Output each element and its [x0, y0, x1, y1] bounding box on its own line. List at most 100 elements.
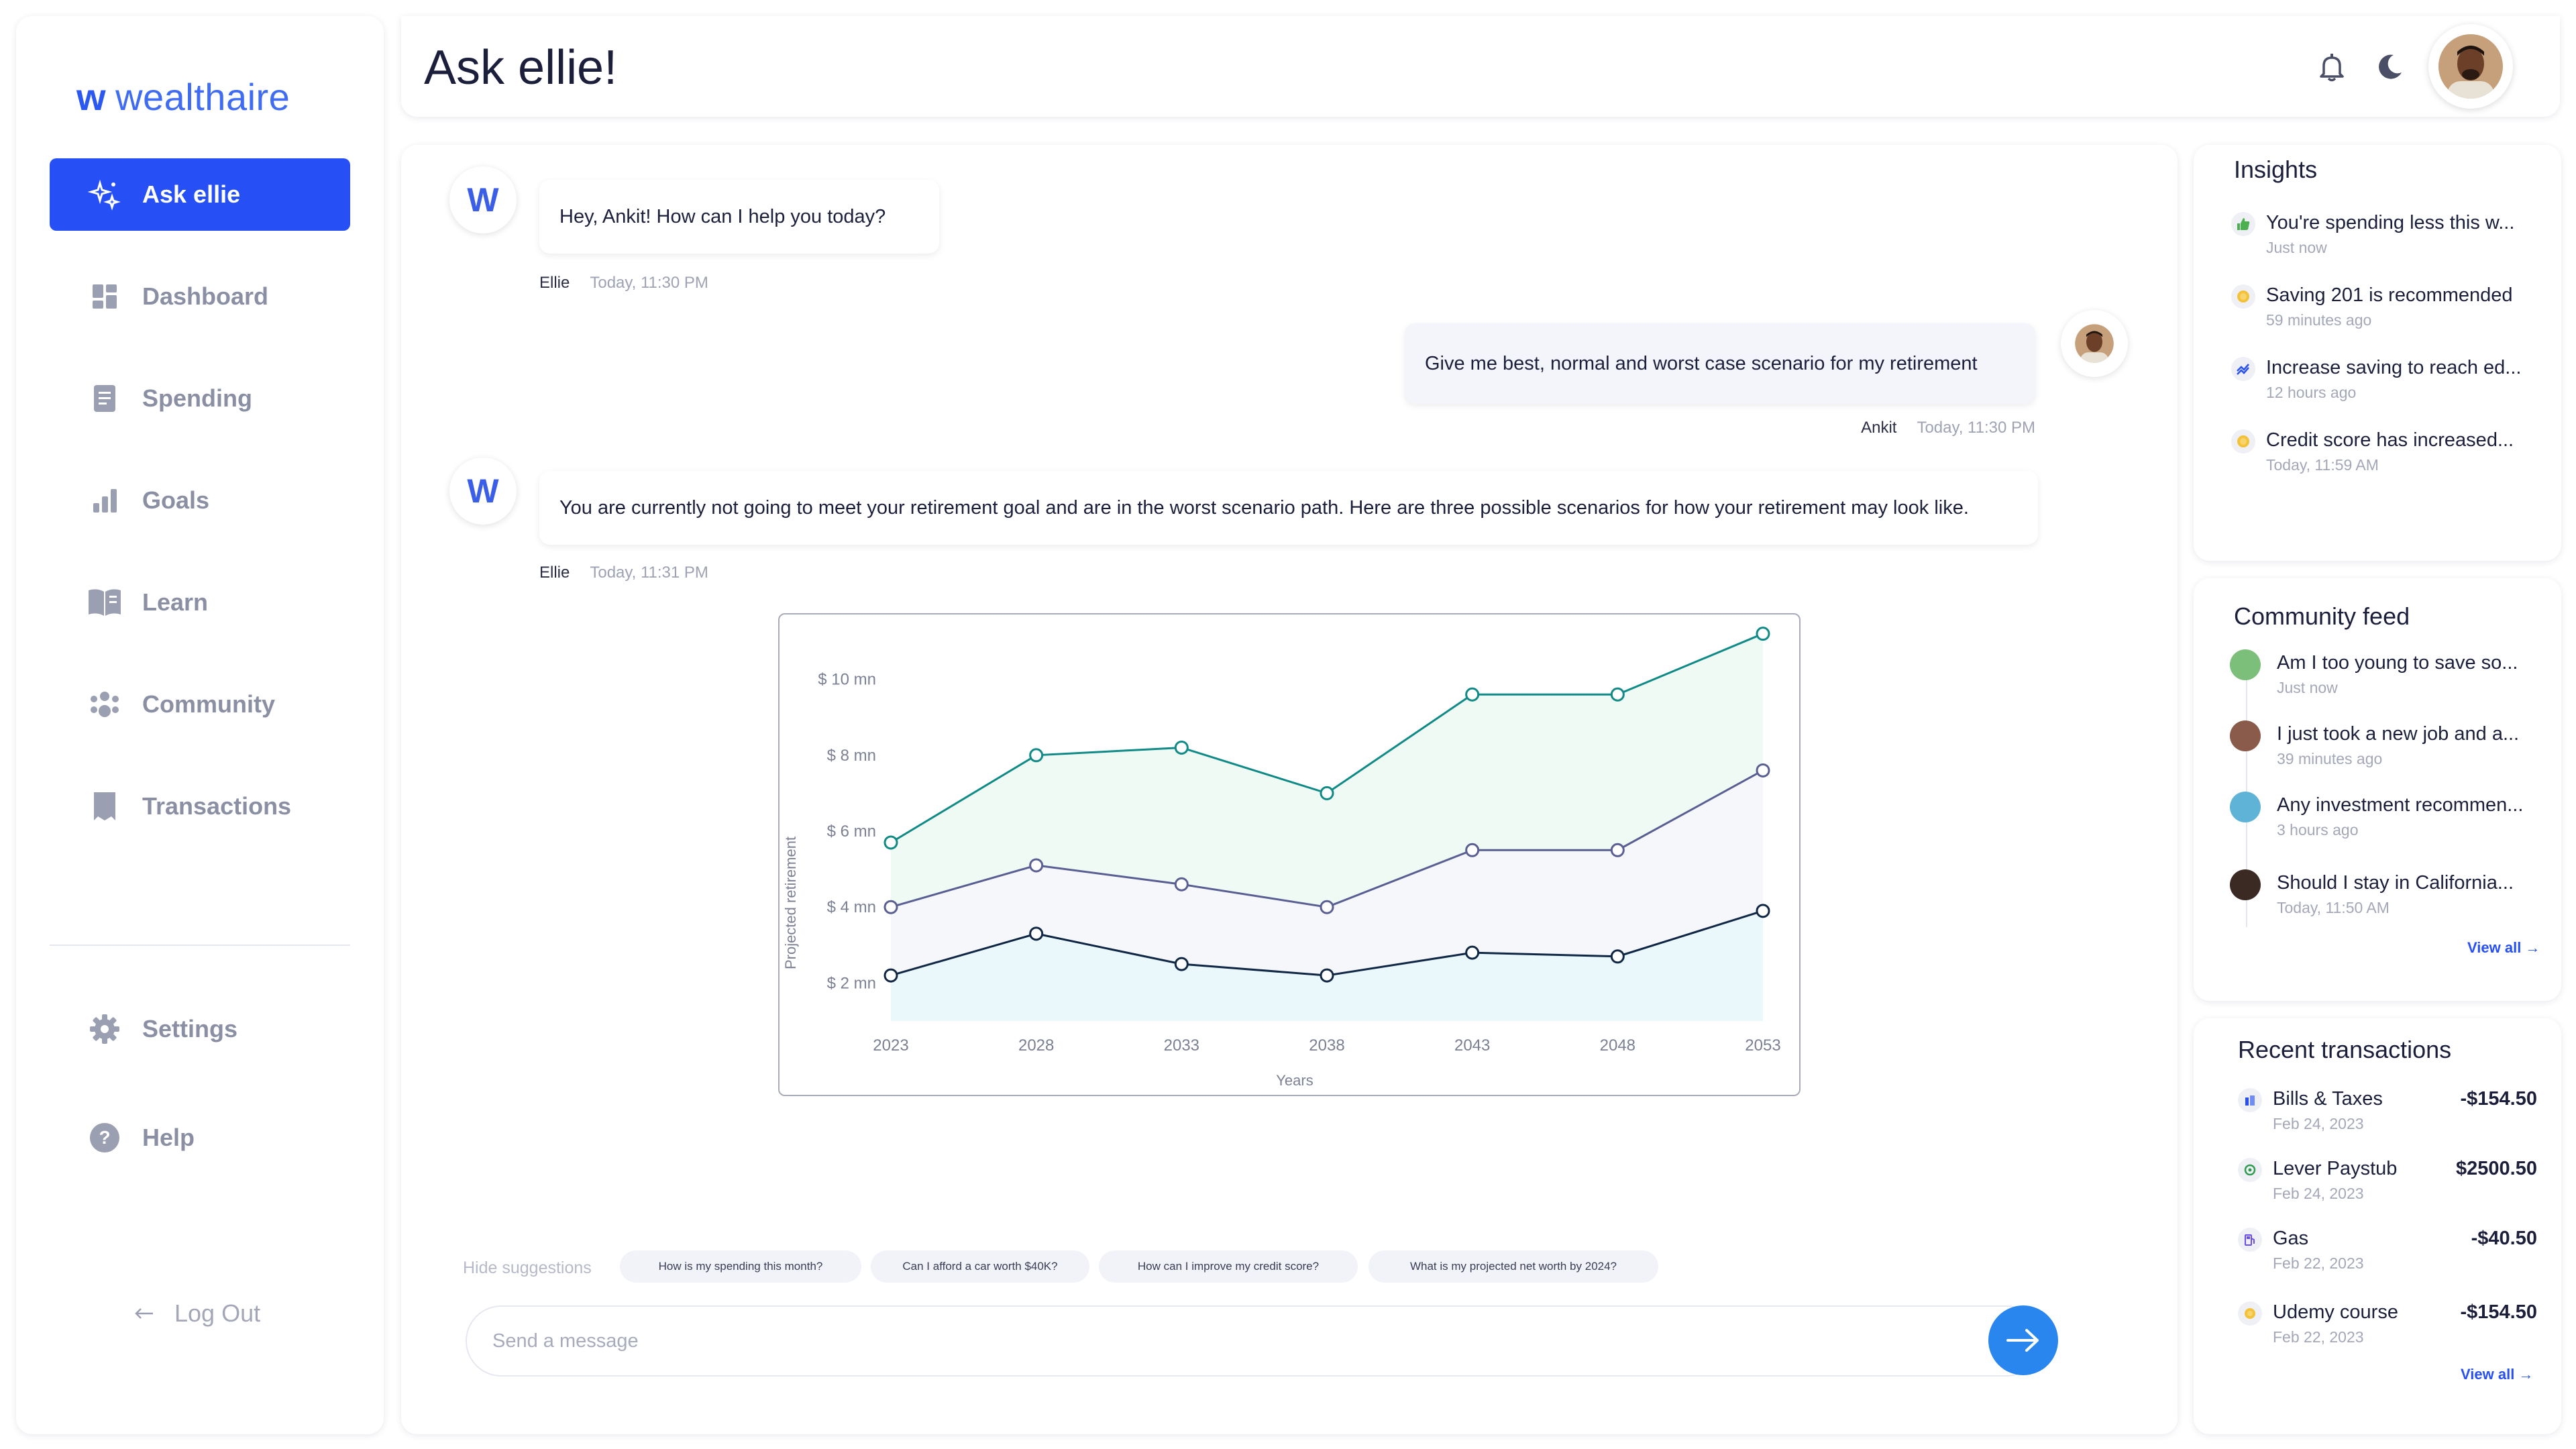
message-time: Today, 11:30 PM: [590, 274, 708, 292]
suggestion-chip[interactable]: How is my spending this month?: [620, 1250, 861, 1283]
coin-icon: [2231, 429, 2255, 453]
community-post-text: Any investment recommen...: [2277, 794, 2524, 816]
sidebar-item-spending[interactable]: Spending: [50, 362, 350, 435]
hide-suggestions-button[interactable]: Hide suggestions: [463, 1258, 592, 1277]
message-meta: Ellie Today, 11:30 PM: [539, 274, 708, 292]
transaction-amount: $2500.50: [2456, 1158, 2537, 1179]
data-point[interactable]: [1320, 900, 1334, 914]
y-tick-label: $ 2 mn: [827, 974, 876, 992]
data-point[interactable]: [1029, 858, 1044, 873]
data-point[interactable]: [1174, 740, 1189, 755]
insight-time: Today, 11:59 AM: [2266, 456, 2379, 474]
insight-text: You're spending less this w...: [2266, 212, 2515, 233]
suggestion-chip[interactable]: Can I afford a car worth $40K?: [871, 1250, 1089, 1283]
insights-title: Insights: [2234, 156, 2318, 183]
data-point[interactable]: [1465, 945, 1480, 960]
insight-item[interactable]: Credit score has increased... Today, 11:…: [2231, 427, 2546, 480]
user-message: Give me best, normal and worst case scen…: [1405, 323, 2035, 404]
coin-icon: [2231, 284, 2255, 309]
sidebar-item-ask-ellie[interactable]: Ask ellie: [50, 158, 350, 231]
data-point[interactable]: [1610, 687, 1625, 702]
data-point[interactable]: [1756, 627, 1770, 641]
insight-item[interactable]: You're spending less this w... Just now: [2231, 209, 2546, 263]
sidebar-item-community[interactable]: Community: [50, 668, 350, 741]
transaction-date: Feb 24, 2023: [2273, 1185, 2364, 1202]
insight-text: Saving 201 is recommended: [2266, 284, 2513, 306]
avatar: [2230, 792, 2261, 822]
data-point[interactable]: [1320, 968, 1334, 983]
document-icon: [87, 381, 122, 416]
transaction-date: Feb 24, 2023: [2273, 1115, 2364, 1132]
coin-icon: [2238, 1301, 2262, 1326]
message-author: Ellie: [539, 564, 570, 582]
user-avatar[interactable]: [2428, 24, 2513, 109]
avatar: [2230, 869, 2261, 900]
x-tick-label: 2023: [873, 1036, 908, 1055]
transaction-amount: -$154.50: [2460, 1301, 2538, 1323]
message-meta: Ankit Today, 11:30 PM: [1861, 419, 2035, 437]
gas-pump-icon: [2238, 1228, 2262, 1252]
sidebar-item-goals[interactable]: Goals: [50, 464, 350, 537]
sidebar-item-label: Settings: [142, 1015, 238, 1042]
transaction-item[interactable]: Bills & Taxes Feb 24, 2023 -$154.50: [2238, 1085, 2537, 1139]
sidebar-item-dashboard[interactable]: Dashboard: [50, 260, 350, 333]
data-point[interactable]: [1465, 843, 1480, 857]
send-button[interactable]: [1988, 1305, 2058, 1375]
user-message-avatar: [2061, 310, 2128, 377]
message-input[interactable]: Send a message: [466, 1305, 2042, 1377]
insight-time: Just now: [2266, 239, 2327, 256]
insight-text: Credit score has increased...: [2266, 429, 2514, 451]
suggestion-chip[interactable]: What is my projected net worth by 2024?: [1368, 1250, 1658, 1283]
community-post[interactable]: Am I too young to save so... Just now: [2230, 649, 2545, 703]
data-point[interactable]: [1465, 687, 1480, 702]
logout-button[interactable]: Log Out: [50, 1277, 350, 1350]
sidebar-item-label: Ask ellie: [142, 180, 241, 208]
transaction-name: Udemy course: [2273, 1301, 2398, 1323]
community-post[interactable]: Should I stay in California... Today, 11…: [2230, 869, 2545, 923]
insights-panel: Insights You're spending less this w... …: [2194, 145, 2561, 561]
data-point[interactable]: [1756, 763, 1770, 777]
suggestion-chip[interactable]: How can I improve my credit score?: [1099, 1250, 1358, 1283]
data-point[interactable]: [1610, 949, 1625, 964]
data-point[interactable]: [1756, 904, 1770, 918]
sidebar-item-transactions[interactable]: Transactions: [50, 770, 350, 843]
data-point[interactable]: [1174, 877, 1189, 892]
insight-item[interactable]: Increase saving to reach ed... 12 hours …: [2231, 354, 2546, 408]
insight-item[interactable]: Saving 201 is recommended 59 minutes ago: [2231, 282, 2546, 335]
sidebar-item-label: Spending: [142, 384, 252, 412]
bar-chart-icon: [87, 483, 122, 518]
transaction-item[interactable]: Lever Paystub Feb 24, 2023 $2500.50: [2238, 1155, 2537, 1209]
data-point[interactable]: [1029, 748, 1044, 763]
transaction-date: Feb 22, 2023: [2273, 1328, 2364, 1346]
sidebar-item-settings[interactable]: Settings: [50, 993, 350, 1065]
message-input-placeholder: Send a message: [492, 1330, 639, 1352]
data-point[interactable]: [1174, 957, 1189, 971]
transactions-view-all-link[interactable]: View all →: [2461, 1366, 2534, 1383]
transaction-name: Gas: [2273, 1228, 2309, 1249]
moon-icon[interactable]: [2369, 47, 2410, 87]
data-point[interactable]: [1610, 843, 1625, 857]
app-logo[interactable]: w wealthaire: [76, 75, 290, 119]
chart-xlabel: Years: [1276, 1072, 1313, 1089]
sidebar-item-learn[interactable]: Learn: [50, 566, 350, 639]
data-point[interactable]: [883, 968, 898, 983]
data-point[interactable]: [883, 900, 898, 914]
x-tick-label: 2043: [1454, 1036, 1490, 1055]
sidebar-item-help[interactable]: ? Help: [50, 1102, 350, 1174]
transaction-item[interactable]: Udemy course Feb 22, 2023 -$154.50: [2238, 1299, 2537, 1352]
bell-icon[interactable]: [2312, 47, 2352, 87]
arrow-left-icon: [134, 1296, 154, 1331]
transaction-amount: -$40.50: [2471, 1228, 2537, 1249]
data-point[interactable]: [1320, 786, 1334, 800]
bot-avatar: W: [449, 458, 517, 525]
y-tick-label: $ 10 mn: [818, 671, 876, 689]
page-title: Ask ellie!: [424, 41, 618, 95]
transaction-item[interactable]: Gas Feb 22, 2023 -$40.50: [2238, 1225, 2537, 1279]
data-point[interactable]: [883, 835, 898, 850]
avatar: [2230, 720, 2261, 751]
community-post[interactable]: Any investment recommen... 3 hours ago: [2230, 792, 2545, 845]
community-post-text: I just took a new job and a...: [2277, 723, 2520, 745]
community-post[interactable]: I just took a new job and a... 39 minute…: [2230, 720, 2545, 774]
data-point[interactable]: [1029, 926, 1044, 941]
community-view-all-link[interactable]: View all →: [2467, 939, 2540, 956]
